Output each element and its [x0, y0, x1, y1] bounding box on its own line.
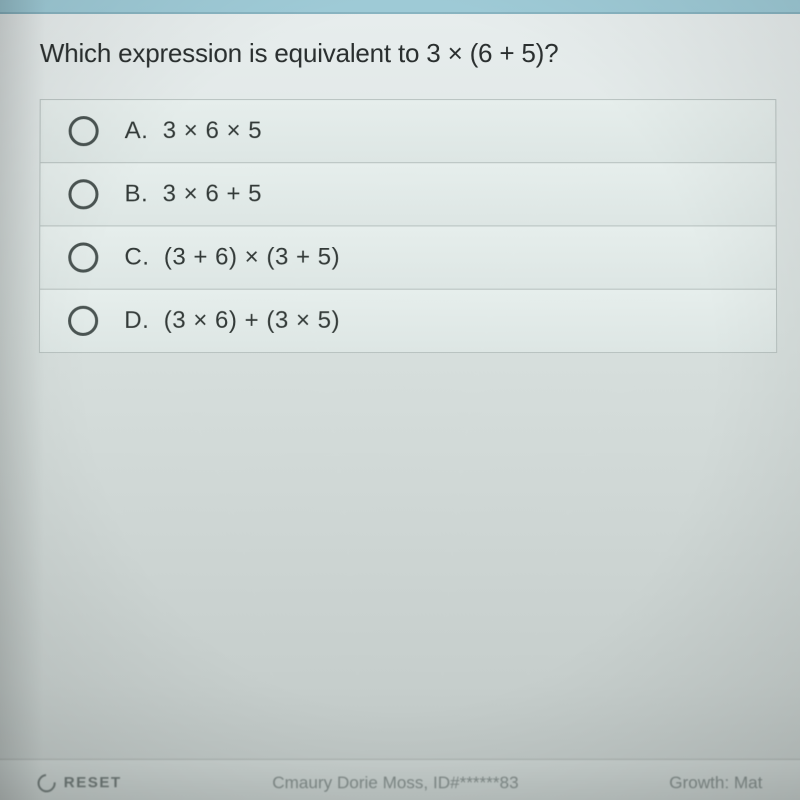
- radio-icon[interactable]: [69, 116, 99, 146]
- option-label: D. (3 × 6) + (3 × 5): [124, 307, 340, 335]
- question-suffix: ?: [544, 38, 558, 68]
- reset-icon: [34, 770, 60, 796]
- option-label: C. (3 + 6) × (3 + 5): [124, 243, 340, 271]
- reset-label: RESET: [64, 774, 122, 791]
- option-c[interactable]: C. (3 + 6) × (3 + 5): [40, 226, 776, 289]
- question-area: Which expression is equivalent to 3 × (6…: [0, 14, 800, 83]
- option-b[interactable]: B. 3 × 6 + 5: [40, 163, 775, 226]
- radio-icon[interactable]: [68, 242, 98, 272]
- question-stem: Which expression is equivalent to 3 × (6…: [40, 38, 766, 69]
- reset-button[interactable]: RESET: [38, 774, 122, 792]
- quiz-screen: Which expression is equivalent to 3 × (6…: [0, 0, 800, 800]
- radio-icon[interactable]: [68, 179, 98, 209]
- options-list: A. 3 × 6 × 5 B. 3 × 6 + 5 C. (3 + 6) × (…: [39, 99, 777, 353]
- radio-icon[interactable]: [68, 306, 98, 336]
- option-label: A. 3 × 6 × 5: [125, 117, 262, 145]
- question-math: 3 × (6 + 5): [426, 38, 544, 68]
- growth-label: Growth: Mat: [669, 773, 762, 793]
- option-label: B. 3 × 6 + 5: [124, 180, 262, 208]
- window-topbar: [0, 0, 800, 14]
- option-a[interactable]: A. 3 × 6 × 5: [40, 100, 775, 163]
- option-d[interactable]: D. (3 × 6) + (3 × 5): [40, 290, 776, 352]
- student-info: Cmaury Dorie Moss, ID#******83: [162, 773, 629, 793]
- bottom-bar: RESET Cmaury Dorie Moss, ID#******83 Gro…: [0, 759, 800, 800]
- question-prefix: Which expression is equivalent to: [40, 38, 427, 68]
